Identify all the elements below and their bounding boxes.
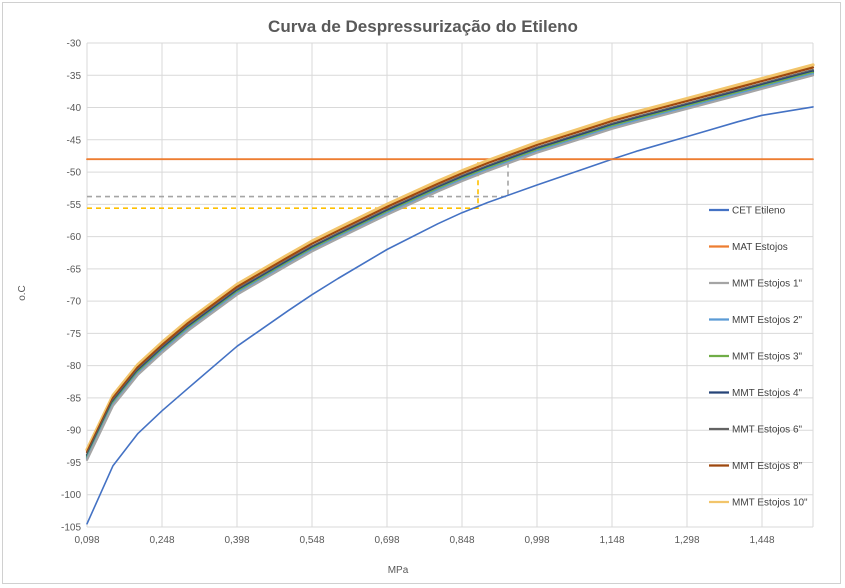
y-tick-label: -40 [67, 103, 82, 114]
y-tick-label: -90 [67, 426, 82, 437]
y-tick-label: -105 [61, 523, 81, 534]
y-tick-label: -45 [67, 135, 82, 146]
x-tick-label: 0,998 [524, 535, 549, 546]
x-tick-label: 1,148 [599, 535, 624, 546]
y-tick-label: -65 [67, 264, 82, 275]
legend-label: MMT Estojos 6" [732, 425, 802, 436]
x-tick-label: 0,398 [224, 535, 249, 546]
series-layer [85, 63, 815, 525]
x-tick-label: 0,698 [374, 535, 399, 546]
series-line [85, 66, 815, 454]
legend-label: MMT Estojos 1" [732, 279, 802, 290]
tick-labels: -30 -35 -40 -45 -50 -55 -60 -65 -70 -75 -80 -85 -90 -… [61, 39, 775, 547]
x-tick-label: 0,248 [149, 535, 174, 546]
series-line [85, 63, 815, 452]
legend-label: MMT Estojos 10" [732, 498, 808, 509]
y-tick-label: -35 [67, 71, 82, 82]
y-axis-title: o.C [17, 285, 28, 301]
y-tick-label: -30 [67, 39, 82, 50]
chart-svg: -30 -35 -40 -45 -50 -55 -60 -65 -70 -75 -80 -85 -90 -… [17, 17, 815, 576]
x-tick-label: 0,098 [74, 535, 99, 546]
chart-title: Curva de Despressurização do Etileno [268, 17, 578, 36]
legend-label: MMT Estojos 8" [732, 461, 802, 472]
y-tick-label: -100 [61, 490, 81, 501]
series-line [85, 71, 815, 459]
x-tick-label: 1,298 [674, 535, 699, 546]
y-tick-label: -80 [67, 361, 82, 372]
x-tick-label: 0,548 [299, 535, 324, 546]
legend-label: MMT Estojos 4" [732, 388, 802, 399]
guide-line [87, 159, 509, 198]
y-tick-label: -85 [67, 393, 82, 404]
x-axis-title: MPa [388, 565, 409, 576]
y-tick-label: -60 [67, 232, 82, 243]
y-tick-label: -75 [67, 329, 82, 340]
legend-label: MMT Estojos 2" [732, 315, 802, 326]
x-tick-label: 1,448 [749, 535, 774, 546]
y-tick-label: -55 [67, 200, 82, 211]
y-tick-label: -95 [67, 458, 82, 469]
y-tick-label: -70 [67, 297, 82, 308]
series-line [86, 106, 814, 525]
legend-label: CET Etileno [732, 206, 786, 217]
legend-label: MAT Estojos [732, 242, 788, 253]
grid-layer [86, 42, 814, 528]
legend: CET Etileno MAT Estojos MMT Estojos 1" MMT … [709, 206, 808, 509]
series-line [85, 68, 815, 456]
legend-label: MMT Estojos 3" [732, 352, 802, 363]
x-tick-label: 0,848 [449, 535, 474, 546]
series-line [85, 74, 815, 461]
y-tick-label: -50 [67, 168, 82, 179]
